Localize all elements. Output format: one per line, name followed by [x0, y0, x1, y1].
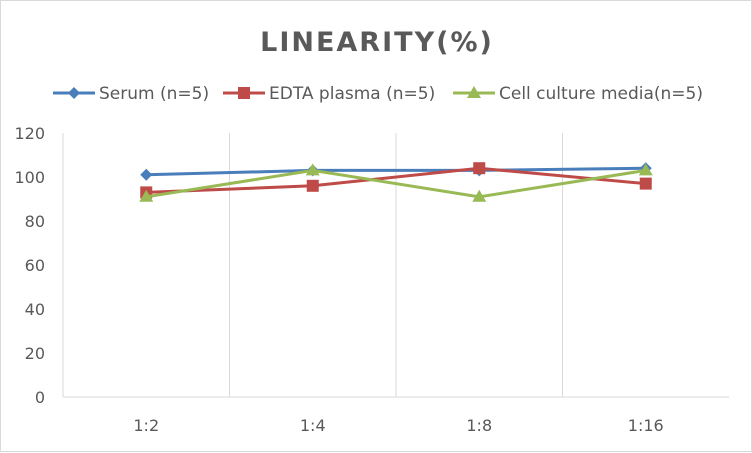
data-point — [473, 162, 486, 175]
x-tick-label: 1:8 — [466, 416, 492, 435]
chart-title: LINEARITY(%) — [260, 27, 494, 58]
legend-label: Cell culture media(n=5) — [499, 84, 703, 104]
data-point — [305, 163, 320, 176]
legend-marker — [68, 87, 80, 99]
data-point — [139, 189, 154, 202]
series-line — [146, 166, 646, 194]
y-tick-label: 60 — [25, 256, 45, 275]
x-tick-label: 1:4 — [300, 416, 326, 435]
y-tick-label: 40 — [25, 300, 45, 319]
legend-marker — [467, 86, 481, 98]
data-point — [306, 179, 319, 192]
legend-label: Serum (n=5) — [99, 84, 209, 104]
series-line — [146, 166, 646, 177]
data-point — [140, 168, 153, 181]
data-point — [639, 177, 652, 190]
y-tick-label: 20 — [25, 344, 45, 363]
y-tick-label: 120 — [14, 124, 45, 143]
y-tick-label: 80 — [25, 212, 45, 231]
x-tick-label: 1:2 — [133, 416, 159, 435]
y-tick-label: 100 — [14, 168, 45, 187]
x-tick-label: 1:16 — [628, 416, 664, 435]
data-point — [472, 189, 487, 202]
legend-label: EDTA plasma (n=5) — [269, 84, 435, 104]
y-tick-label: 0 — [35, 388, 45, 407]
series-line — [146, 168, 646, 199]
data-point — [638, 163, 653, 176]
legend: Serum (n=5) EDTA plasma (n=5) Cell culture… — [53, 84, 703, 104]
legend-marker — [238, 87, 250, 99]
